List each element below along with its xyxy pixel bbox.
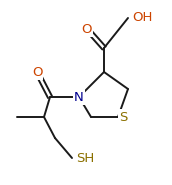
Text: OH: OH — [132, 11, 152, 23]
Text: S: S — [119, 110, 127, 124]
Text: N: N — [74, 90, 84, 103]
Text: O: O — [82, 23, 92, 36]
Text: SH: SH — [76, 152, 94, 164]
Text: O: O — [32, 65, 42, 78]
